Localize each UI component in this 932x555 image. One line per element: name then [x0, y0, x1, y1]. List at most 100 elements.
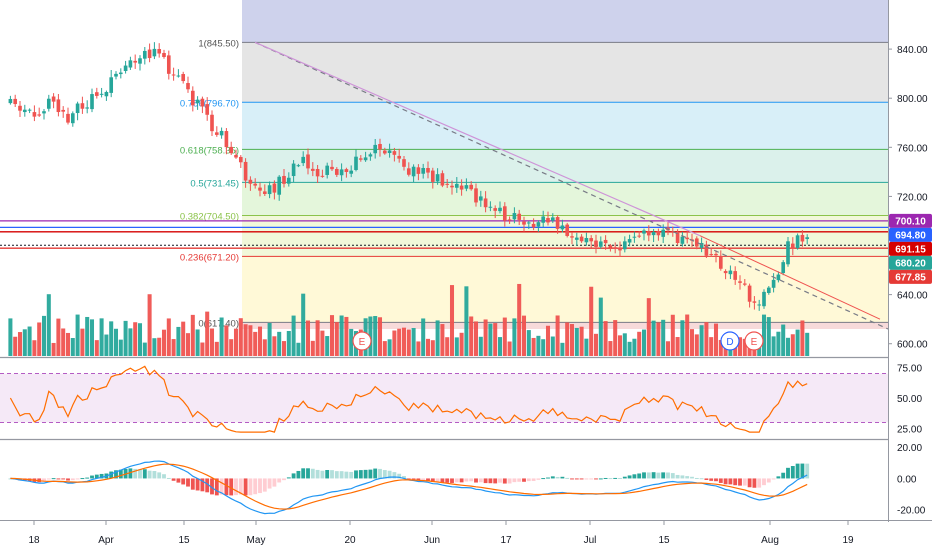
candle-body: [219, 130, 224, 136]
candle-body: [46, 98, 51, 109]
candle-body: [733, 271, 738, 280]
volume-bar: [421, 318, 426, 356]
candle-body: [469, 184, 474, 190]
macd-histogram-bar: [56, 478, 61, 480]
macd-histogram-bar: [536, 478, 541, 480]
macd-histogram-bar: [210, 478, 214, 495]
volume-bar: [329, 315, 335, 356]
macd-histogram-bar: [565, 477, 570, 479]
volume-bar: [430, 340, 435, 356]
time-axis-tick: Apr: [98, 535, 114, 546]
volume-bar: [238, 318, 243, 356]
trendline-red: [699, 235, 881, 320]
macd-histogram-bar: [661, 472, 666, 479]
volume-bar: [670, 314, 675, 356]
volume-bar: [737, 337, 743, 356]
macd-histogram-bar: [651, 472, 656, 479]
volume-bar: [392, 330, 397, 356]
volume-bar: [531, 337, 536, 356]
time-axis-tick: 15: [658, 535, 670, 546]
volume-bar: [790, 334, 795, 356]
candle-body: [272, 183, 277, 193]
macd-histogram-bar: [157, 472, 162, 479]
volume-bar: [80, 328, 85, 356]
volume-bar: [137, 323, 143, 356]
macd-histogram-bar: [162, 474, 166, 479]
candle-body: [277, 176, 282, 195]
candle-body: [330, 166, 334, 170]
macd-histogram-bar: [291, 473, 296, 479]
candle-body: [315, 168, 320, 177]
volume-bar: [61, 328, 66, 356]
candle-body: [70, 113, 75, 124]
macd-histogram-bar: [339, 471, 344, 479]
volume-bar: [560, 342, 565, 356]
macd-histogram-bar: [200, 478, 205, 492]
candle-body: [507, 219, 512, 221]
volume-bar: [795, 329, 800, 356]
volume-bar: [771, 336, 776, 356]
macd-histogram-bar: [454, 478, 459, 483]
volume-bar: [17, 332, 23, 356]
macd-histogram-bar: [229, 478, 234, 496]
volume-bar: [593, 333, 599, 356]
macd-histogram-bar: [699, 478, 704, 480]
candle-body: [373, 144, 378, 154]
candle-body: [714, 253, 718, 256]
candle-body: [627, 239, 632, 243]
macd-histogram-bar: [267, 478, 272, 489]
volume-bar: [440, 324, 445, 356]
candle-body: [310, 168, 315, 171]
macd-histogram-bar: [550, 476, 555, 479]
volume-bar: [512, 318, 517, 356]
event-marker[interactable]: D: [720, 331, 740, 351]
time-axis-tick: 17: [500, 535, 512, 546]
event-marker[interactable]: E: [352, 331, 372, 351]
macd-histogram-bar: [450, 478, 454, 483]
macd-histogram-bar: [493, 478, 498, 484]
candle-body: [512, 213, 517, 220]
event-marker-circle: [720, 331, 740, 351]
candle-body: [152, 48, 157, 57]
price-badge-label: 700.10: [895, 216, 926, 227]
volume-bar: [613, 320, 618, 356]
volume-bar: [310, 340, 315, 356]
candle-body: [483, 198, 488, 208]
macd-histogram-bar: [80, 478, 85, 480]
macd-histogram-bar: [301, 468, 306, 479]
macd-histogram-bar: [315, 469, 320, 479]
volume-bar: [214, 341, 219, 356]
volume-bar: [296, 342, 301, 356]
macd-histogram-bar: [795, 463, 800, 479]
macd-histogram-bar: [66, 478, 70, 481]
volume-bar: [685, 314, 690, 356]
candle-body: [286, 177, 291, 184]
candle-body: [632, 236, 637, 238]
price-axis-tick: 720.00: [897, 192, 928, 203]
macd-histogram-bar: [253, 478, 258, 495]
candle-body: [123, 65, 128, 72]
candle-body: [742, 283, 747, 285]
macd-histogram-bar: [142, 469, 147, 479]
candle-body: [459, 185, 464, 190]
volume-bar: [65, 332, 71, 356]
price-badge-bg: [889, 241, 932, 256]
volume-bar: [488, 323, 493, 356]
time-axis-tick: Jun: [424, 535, 440, 546]
macd-histogram-bar: [109, 471, 114, 479]
event-marker-circle: [744, 331, 764, 351]
price-badge: 691.15: [889, 241, 932, 256]
time-axis-tick: 19: [842, 535, 854, 546]
macd-histogram-bar: [70, 478, 75, 481]
volume-bar: [603, 321, 608, 356]
volume-bar: [195, 329, 200, 356]
volume-bar: [454, 337, 459, 356]
event-marker[interactable]: E: [744, 331, 764, 351]
candle-body: [766, 287, 771, 293]
volume-bar: [473, 321, 479, 356]
volume-bar: [305, 320, 311, 356]
price-badge-bg: [889, 213, 932, 228]
volume-bar: [377, 317, 383, 356]
